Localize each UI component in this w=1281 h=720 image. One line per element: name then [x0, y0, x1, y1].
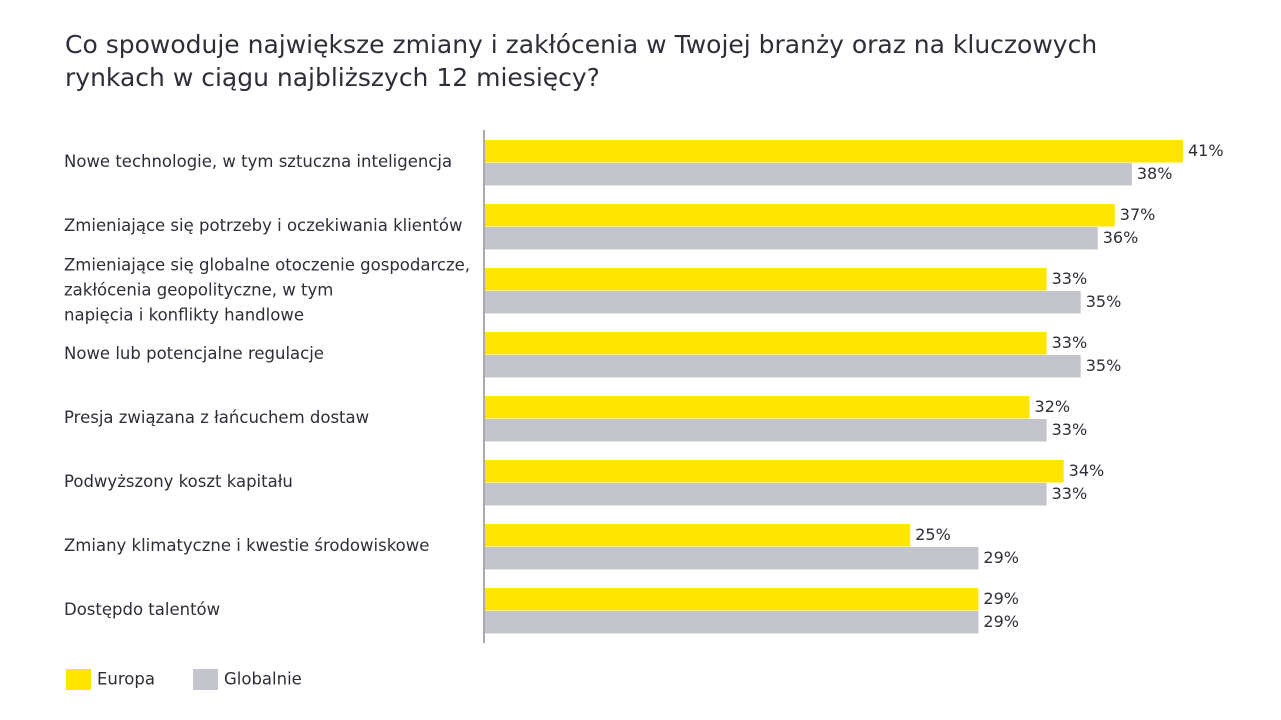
value-label: 33% — [1052, 420, 1088, 439]
value-label: 38% — [1137, 164, 1173, 183]
y-tick-label: Nowe technologie, w tym sztuczna intelig… — [64, 152, 452, 171]
bar — [485, 483, 1047, 506]
value-label: 41% — [1188, 141, 1224, 160]
y-tick-label: Zmiany klimatyczne i kwestie środowiskow… — [64, 536, 429, 555]
bar — [485, 396, 1030, 419]
bar — [485, 419, 1047, 442]
label-line: napięcia i konflikty handlowe — [64, 305, 304, 324]
y-tick-label: Dostępdo talentów — [64, 600, 220, 619]
bar — [485, 291, 1081, 314]
bar — [485, 355, 1081, 378]
bar — [485, 332, 1047, 355]
value-label: 29% — [983, 612, 1019, 631]
bar — [485, 204, 1115, 227]
value-label: 33% — [1052, 333, 1088, 352]
y-tick-label: Zmieniające się potrzeby i oczekiwania k… — [64, 216, 462, 235]
value-label: 29% — [983, 589, 1019, 608]
value-label: 36% — [1103, 228, 1139, 247]
value-label: 32% — [1035, 397, 1071, 416]
y-tick-label: Zmieniające się globalne otoczenie gospo… — [64, 255, 470, 324]
chart-title: Co spowoduje największe zmiany i zakłóce… — [65, 30, 1098, 92]
legend-label: Europa — [97, 670, 155, 689]
y-tick-label: Presja związana z łańcuchem dostaw — [64, 408, 369, 427]
value-label: 29% — [983, 548, 1019, 567]
bar — [485, 547, 979, 570]
bar — [485, 611, 979, 634]
bar — [485, 227, 1098, 250]
value-label: 33% — [1052, 269, 1088, 288]
value-label: 35% — [1086, 292, 1122, 311]
legend-swatch — [66, 669, 91, 690]
value-label: 33% — [1052, 484, 1088, 503]
bar — [485, 140, 1183, 163]
bar — [485, 460, 1064, 483]
bar — [485, 588, 979, 611]
y-tick-label: Podwyższony koszt kapitału — [64, 472, 293, 491]
value-label: 25% — [915, 525, 951, 544]
bar — [485, 524, 911, 547]
label-line: zakłócenia geopolityczne, w tym — [64, 280, 333, 299]
legend-swatch — [192, 669, 218, 690]
value-label: 35% — [1086, 356, 1122, 375]
bar — [485, 268, 1047, 291]
value-label: 37% — [1120, 205, 1156, 224]
label-line: Zmieniające się globalne otoczenie gospo… — [64, 255, 470, 274]
value-label: 34% — [1069, 461, 1105, 480]
bar — [485, 163, 1132, 186]
y-tick-label: Nowe lub potencjalne regulacje — [64, 344, 324, 363]
legend-label: Globalnie — [224, 670, 302, 689]
